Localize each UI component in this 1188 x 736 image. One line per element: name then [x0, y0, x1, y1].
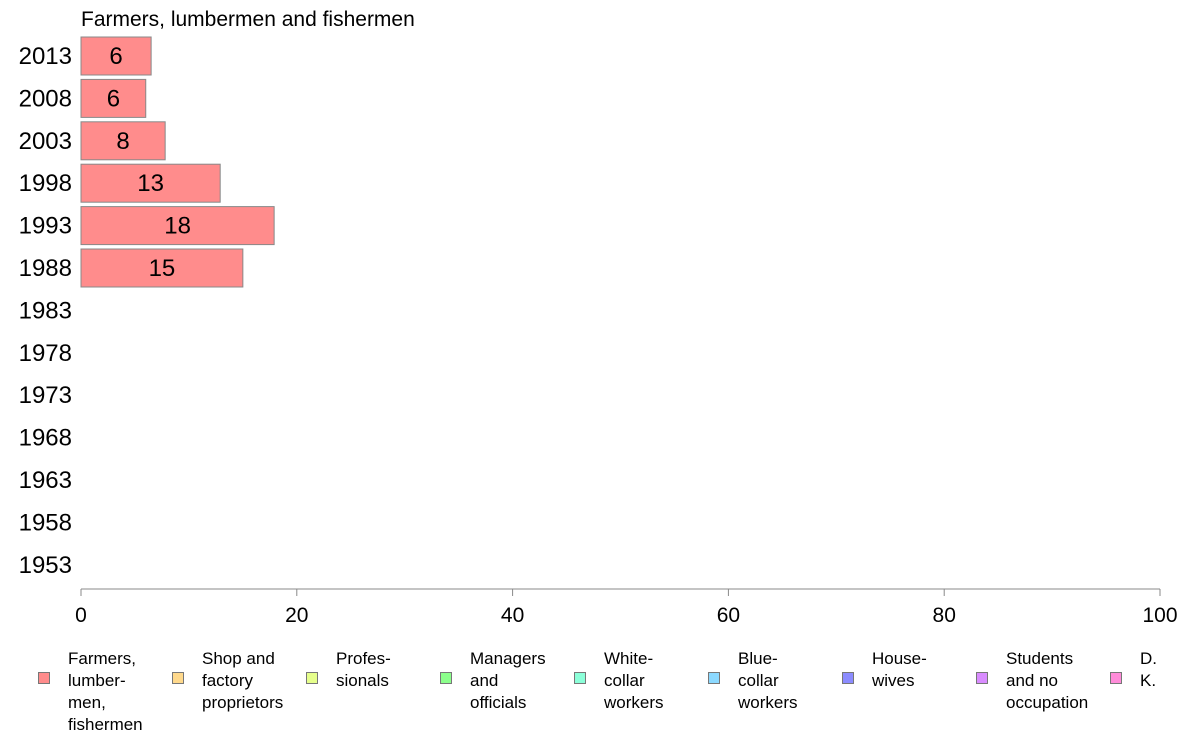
bar	[80, 121, 166, 161]
y-tick-label: 1998	[19, 170, 72, 197]
y-tick-label: 1968	[19, 425, 72, 452]
x-tick-label: 100	[1142, 604, 1177, 627]
legend-label: Profes- sionals	[336, 649, 391, 690]
legend-swatch	[440, 672, 452, 684]
legend-swatch	[842, 672, 854, 684]
y-tick-label: 1953	[19, 552, 72, 579]
bar	[80, 206, 275, 246]
y-tick-label: 1993	[19, 213, 72, 240]
legend-swatch	[38, 672, 50, 684]
legend-swatch	[172, 672, 184, 684]
y-tick-label: 1978	[19, 340, 72, 367]
bar-value-label: 18	[164, 213, 191, 240]
x-axis: 0 20 40 60 80 100	[75, 588, 1178, 627]
legend-swatch	[976, 672, 988, 684]
legend-label: House- wives	[872, 649, 927, 690]
y-tick-label: 1988	[19, 255, 72, 282]
legend-label: Shop and factory proprietors	[202, 649, 284, 712]
y-tick-label: 1983	[19, 297, 72, 324]
legend-label: Blue-collar workers	[738, 649, 798, 712]
legend-label: D. K.	[1140, 649, 1157, 690]
bar-value-label: 6	[107, 85, 120, 112]
x-tick-label: 80	[933, 604, 956, 627]
legend: Farmers, lumber- men, fishermen Shop and…	[0, 640, 1188, 734]
legend-label: Managers and officials	[470, 649, 546, 712]
legend-swatch	[306, 672, 318, 684]
legend-swatch	[574, 672, 586, 684]
y-tick-label: 2013	[19, 43, 72, 70]
legend-swatch	[708, 672, 720, 684]
bar-value-label: 13	[137, 170, 164, 197]
chart-title: Farmers, lumbermen and fishermen	[81, 8, 415, 31]
bar-value-label: 6	[109, 43, 122, 70]
legend-label: Farmers, lumber- men, fishermen	[68, 649, 143, 734]
bar	[80, 163, 221, 203]
x-tick-label: 40	[501, 604, 524, 627]
y-tick-label: 2008	[19, 85, 72, 112]
y-tick-label: 2003	[19, 128, 72, 155]
bar	[80, 36, 152, 76]
y-tick-label: 1973	[19, 382, 72, 409]
x-tick-label: 60	[717, 604, 740, 627]
bar-value-label: 15	[149, 255, 176, 282]
y-tick-label: 1958	[19, 509, 72, 536]
y-tick-label: 1963	[19, 467, 72, 494]
y-axis-labels: 2013 2008 2003 1998 1993 1988 1983 1978 1973 1968…	[19, 43, 72, 579]
legend-label: White- collar workers	[604, 649, 664, 712]
x-tick-label: 0	[75, 604, 87, 627]
bar	[80, 248, 244, 288]
bar-value-label: 8	[116, 128, 129, 155]
legend-swatch	[1110, 672, 1122, 684]
chart-canvas: Farmers, lumbermen and fishermen 6 6 8 1318…	[19, 8, 1178, 627]
bar	[80, 78, 147, 118]
legend-label: Students and no occupation	[1006, 649, 1089, 712]
x-tick-label: 20	[285, 604, 308, 627]
